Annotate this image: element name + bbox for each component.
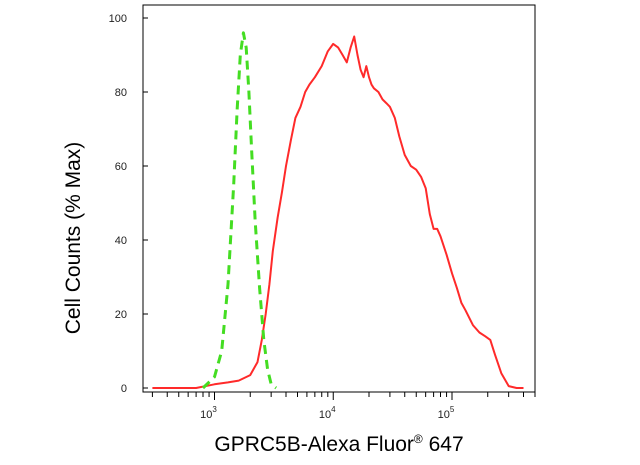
series-line-0: [152, 35, 524, 389]
y-tick-label: 40: [115, 235, 127, 247]
y-tick-label: 100: [109, 13, 127, 25]
x-tick-label: 105: [438, 405, 455, 421]
y-tick-label: 0: [121, 383, 127, 395]
y-tick-label: 60: [115, 161, 127, 173]
y-tick-label: 80: [115, 87, 127, 99]
series-line-1: [201, 31, 278, 390]
y-tick-label: 20: [115, 309, 127, 321]
x-axis-label-main: GPRC5B-Alexa Fluor: [214, 433, 414, 456]
x-axis-label: GPRC5B-Alexa Fluor® 647: [214, 432, 463, 456]
y-axis-ticks: 0 20 40 60 80 100: [109, 13, 148, 395]
x-axis-ticks: 103 104 105: [151, 392, 536, 421]
y-axis-label: Cell Counts (% Max): [62, 142, 85, 335]
series-layer: [152, 31, 524, 390]
x-axis-label-sup: ®: [414, 432, 423, 446]
x-tick-label: 104: [319, 405, 336, 421]
x-axis-label-end: 647: [423, 433, 464, 456]
x-tick-label: 103: [200, 405, 217, 421]
plot-frame: [142, 4, 536, 393]
